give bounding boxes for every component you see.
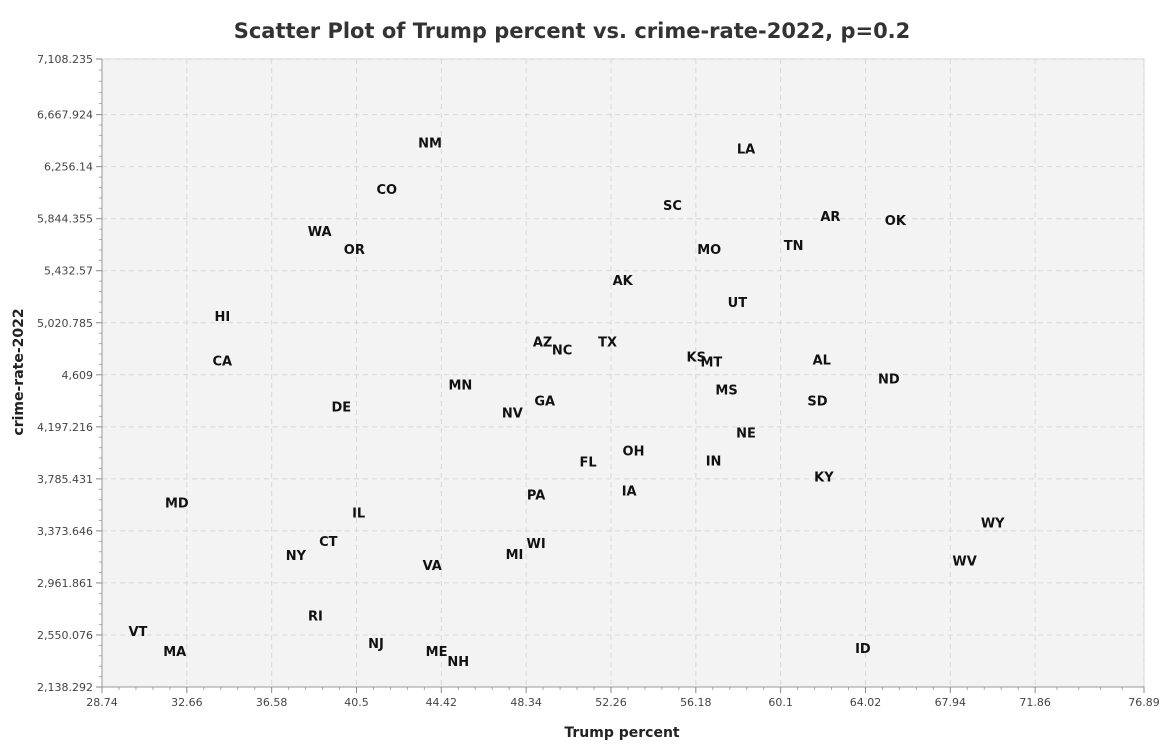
data-point-label: OH bbox=[623, 444, 645, 459]
data-point-label: PA bbox=[527, 488, 545, 503]
data-point-label: SD bbox=[807, 395, 827, 410]
data-point-label: MT bbox=[700, 356, 722, 371]
data-point-label: OK bbox=[885, 214, 907, 229]
y-tick-label: 2,550.076 bbox=[37, 629, 93, 642]
x-tick-label: 48.34 bbox=[510, 696, 542, 709]
x-axis: 28.74 32.66 36.58 40.5 44.42 48.34 52.26 56.18 6… bbox=[86, 686, 1160, 709]
data-point-label: NC bbox=[552, 344, 572, 359]
y-tick-label: 2,961.861 bbox=[37, 577, 93, 590]
x-tick-label: 76.89 bbox=[1128, 696, 1160, 709]
data-point-label: AR bbox=[820, 210, 840, 225]
data-point-label: IA bbox=[622, 484, 637, 499]
data-point-label: UT bbox=[728, 296, 748, 311]
x-tick-label: 71.86 bbox=[1019, 696, 1051, 709]
data-point-label: ND bbox=[878, 373, 900, 388]
data-point-label: AZ bbox=[533, 336, 553, 351]
data-point-label: ME bbox=[426, 645, 448, 660]
data-point-label: LA bbox=[737, 143, 755, 158]
x-tick-label: 60.1 bbox=[768, 696, 793, 709]
chart-title: Scatter Plot of Trump percent vs. crime-… bbox=[234, 19, 911, 43]
data-points: NM LA CO SC AR OK WA TN OR MO AK UT HI AZ TX NC KS CA AL MT… bbox=[128, 137, 1005, 670]
x-tick-label: 40.5 bbox=[344, 696, 369, 709]
x-tick-label: 52.26 bbox=[595, 696, 627, 709]
data-point-label: NE bbox=[736, 426, 756, 441]
data-point-label: VT bbox=[128, 625, 147, 640]
y-tick-label: 3,785.431 bbox=[37, 473, 93, 486]
data-point-label: SC bbox=[663, 199, 682, 214]
data-point-label: NH bbox=[447, 655, 469, 670]
y-tick-label: 5,432.57 bbox=[44, 265, 93, 278]
x-tick-label: 44.42 bbox=[426, 696, 458, 709]
data-point-label: MD bbox=[165, 496, 189, 511]
data-point-label: HI bbox=[214, 310, 230, 325]
data-point-label: CO bbox=[376, 183, 397, 198]
data-point-label: MN bbox=[448, 379, 472, 394]
data-point-label: AL bbox=[813, 354, 831, 369]
y-axis-label: crime-rate-2022 bbox=[11, 308, 27, 435]
data-point-label: FL bbox=[579, 455, 596, 470]
data-point-label: ID bbox=[855, 642, 871, 657]
y-tick-label: 3,373.646 bbox=[37, 525, 93, 538]
data-point-label: DE bbox=[332, 401, 352, 416]
data-point-label: KS bbox=[687, 351, 706, 366]
data-point-label: MO bbox=[697, 243, 721, 258]
y-tick-label: 2,138.292 bbox=[37, 681, 93, 694]
x-tick-label: 67.94 bbox=[935, 696, 967, 709]
data-point-label: NY bbox=[286, 549, 307, 564]
data-point-label: NJ bbox=[368, 637, 384, 652]
y-tick-label: 6,256.14 bbox=[44, 161, 93, 174]
data-point-label: TN bbox=[784, 239, 804, 254]
x-tick-label: 32.66 bbox=[171, 696, 203, 709]
y-tick-label: 5,844.355 bbox=[37, 213, 93, 226]
data-point-label: MI bbox=[506, 548, 524, 563]
data-point-label: WY bbox=[981, 516, 1005, 531]
y-tick-label: 5,020.785 bbox=[37, 317, 93, 330]
data-point-label: CT bbox=[319, 535, 338, 550]
data-point-label: RI bbox=[308, 609, 323, 624]
data-point-label: WV bbox=[952, 554, 976, 569]
x-tick-label: 28.74 bbox=[86, 696, 118, 709]
data-point-label: OR bbox=[344, 243, 365, 258]
data-point-label: WA bbox=[308, 225, 332, 240]
data-point-label: TX bbox=[598, 336, 617, 351]
data-point-label: GA bbox=[534, 395, 555, 410]
data-point-label: VA bbox=[423, 559, 442, 574]
data-point-label: IL bbox=[352, 506, 365, 521]
data-point-label: MS bbox=[715, 384, 737, 399]
data-point-label: IN bbox=[706, 454, 722, 469]
x-axis-label: Trump percent bbox=[564, 725, 680, 741]
data-point-label: WI bbox=[527, 537, 546, 552]
data-point-label: NV bbox=[502, 407, 523, 422]
x-tick-label: 56.18 bbox=[680, 696, 712, 709]
data-point-label: KY bbox=[814, 470, 834, 485]
plot-area bbox=[101, 58, 1145, 688]
data-point-label: CA bbox=[213, 355, 233, 370]
y-tick-label: 4,609 bbox=[62, 369, 94, 382]
y-tick-label: 4,197.216 bbox=[37, 421, 93, 434]
data-point-label: NM bbox=[418, 137, 442, 152]
y-axis: 2,138.292 2,550.076 2,961.861 3,373.646 3,78… bbox=[37, 53, 103, 694]
y-tick-label: 7,108.235 bbox=[37, 53, 93, 66]
x-tick-label: 36.58 bbox=[256, 696, 288, 709]
data-point-label: MA bbox=[163, 645, 186, 660]
data-point-label: AK bbox=[613, 274, 634, 289]
x-tick-label: 64.02 bbox=[850, 696, 882, 709]
y-tick-label: 6,667.924 bbox=[37, 109, 93, 122]
